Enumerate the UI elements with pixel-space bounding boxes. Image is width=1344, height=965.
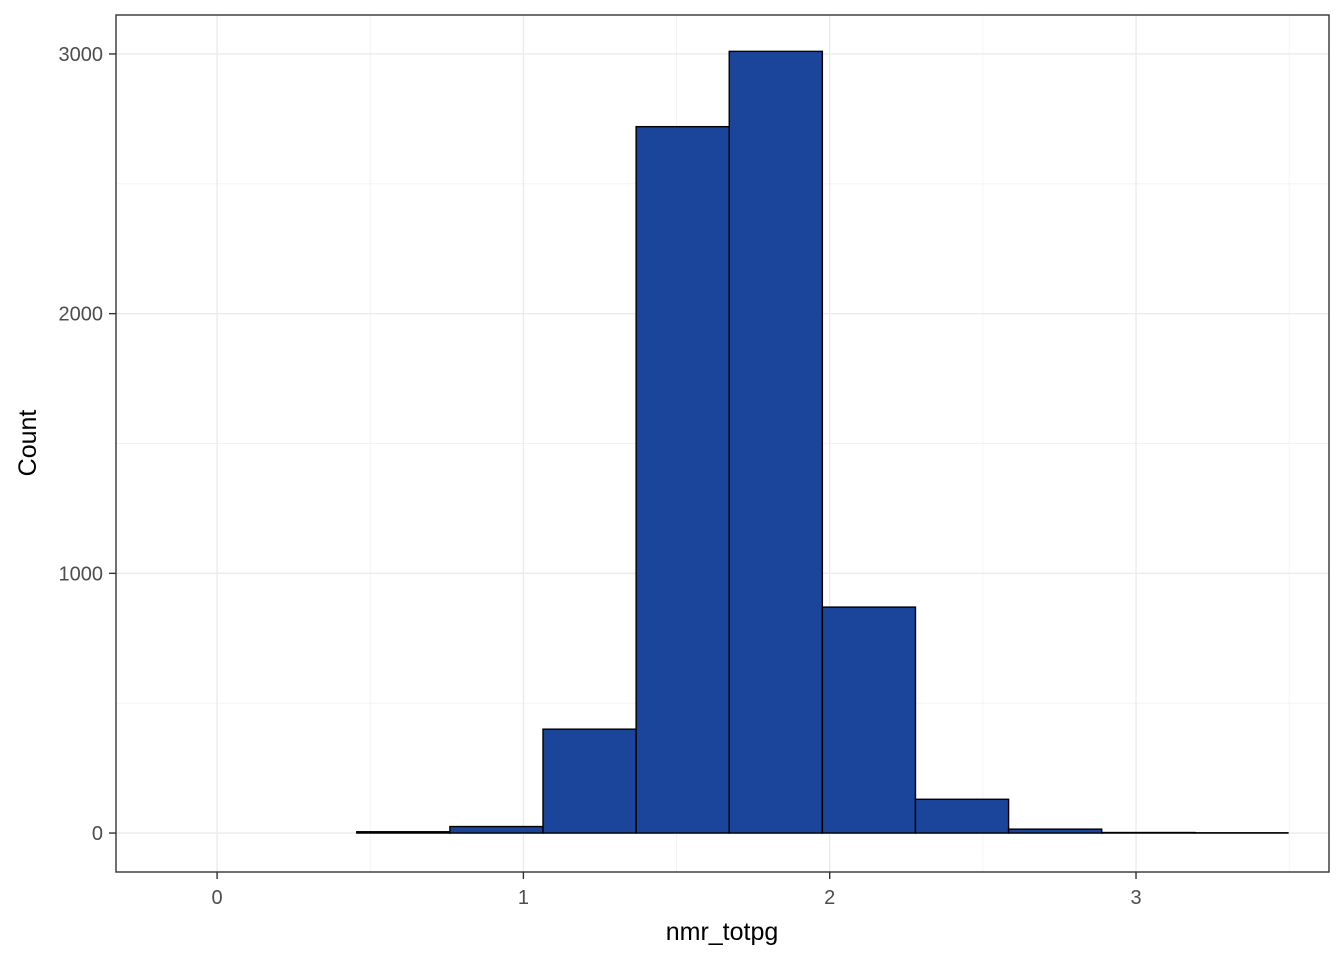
histogram-bar xyxy=(357,832,450,833)
y-tick-label: 2000 xyxy=(59,304,104,326)
x-tick-label: 1 xyxy=(518,887,529,909)
histogram-bar xyxy=(729,51,822,833)
histogram-bar xyxy=(543,729,636,833)
x-axis-title: nmr_totpg xyxy=(666,918,779,946)
y-axis-title: Count xyxy=(14,410,42,477)
x-axis-ticks: 0 1 2 3 xyxy=(212,872,1142,909)
x-tick-label: 0 xyxy=(212,887,223,909)
histogram-bars xyxy=(357,51,1288,833)
y-tick-label: 0 xyxy=(92,823,103,845)
y-tick-label: 1000 xyxy=(59,563,104,585)
histogram-bar xyxy=(915,799,1008,833)
histogram-bar xyxy=(450,827,543,833)
y-axis-ticks: 0 1000 2000 3000 xyxy=(59,44,117,845)
histogram-bar xyxy=(1102,833,1195,834)
x-tick-label: 3 xyxy=(1130,887,1141,909)
histogram-bar xyxy=(1009,829,1102,833)
x-tick-label: 2 xyxy=(824,887,835,909)
histogram-bar xyxy=(636,127,729,833)
histogram-bar xyxy=(822,607,915,833)
y-tick-label: 3000 xyxy=(59,44,104,66)
